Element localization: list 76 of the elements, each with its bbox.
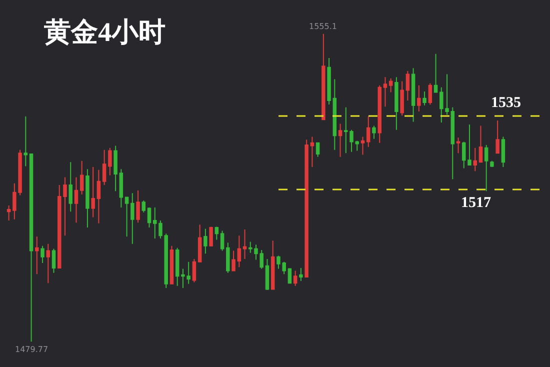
candlestick bbox=[332, 78, 337, 150]
candlestick bbox=[417, 84, 421, 112]
chart-title: 黄金4小时 bbox=[43, 16, 166, 47]
candlestick bbox=[142, 200, 146, 213]
candlestick bbox=[68, 162, 72, 212]
candlestick bbox=[468, 124, 472, 166]
candlestick bbox=[422, 90, 426, 106]
candlestick bbox=[270, 240, 275, 290]
candlestick bbox=[147, 206, 152, 228]
candlestick bbox=[428, 82, 432, 106]
candlestick bbox=[322, 33, 326, 120]
candlestick bbox=[288, 268, 292, 284]
candlestick bbox=[304, 139, 308, 278]
candlestick bbox=[237, 235, 242, 268]
candlestick bbox=[102, 149, 106, 186]
candlestick bbox=[400, 80, 404, 116]
candlestick bbox=[232, 250, 236, 272]
candlestick bbox=[484, 144, 488, 192]
candlestick bbox=[388, 78, 393, 93]
candlestick bbox=[192, 258, 196, 283]
candlestick bbox=[406, 70, 410, 101]
candlestick bbox=[29, 153, 34, 342]
candlestick bbox=[80, 160, 84, 195]
candlestick bbox=[310, 136, 314, 168]
candlestick bbox=[478, 125, 483, 163]
candlestick bbox=[52, 248, 56, 274]
candlestick bbox=[204, 228, 208, 254]
annotation: 1555.1 bbox=[309, 22, 337, 31]
candlestick bbox=[170, 245, 174, 284]
ref-line-label: 1517 bbox=[461, 195, 492, 211]
candlestick bbox=[226, 242, 230, 274]
candlestick bbox=[214, 226, 219, 240]
candlestick bbox=[242, 229, 247, 260]
candlestick bbox=[96, 169, 101, 224]
candlestick bbox=[74, 176, 78, 224]
candlestick bbox=[366, 116, 370, 148]
candlestick bbox=[119, 168, 124, 208]
candlestick bbox=[293, 270, 298, 286]
candlestick bbox=[35, 236, 39, 275]
candlestick bbox=[175, 247, 180, 286]
candlestick bbox=[383, 76, 388, 108]
candlestick bbox=[198, 224, 202, 262]
annotation: 1479.77 bbox=[15, 345, 48, 354]
candlestick bbox=[220, 230, 224, 252]
candlestick bbox=[40, 245, 44, 264]
candlestick bbox=[265, 258, 270, 291]
candlestick bbox=[434, 53, 438, 93]
candlestick bbox=[91, 166, 95, 218]
candlestick bbox=[450, 106, 455, 180]
candlestick bbox=[136, 190, 140, 224]
candlestick bbox=[46, 243, 50, 284]
candlestick bbox=[6, 204, 11, 222]
candlestick bbox=[360, 136, 365, 156]
candlestick bbox=[24, 116, 28, 167]
candlestick bbox=[124, 196, 129, 237]
candlestick bbox=[299, 267, 303, 282]
candlestick bbox=[394, 76, 398, 130]
candlestick bbox=[327, 57, 331, 106]
candlestick bbox=[411, 68, 416, 122]
candlestick bbox=[338, 123, 342, 158]
ref-line-label: 1535 bbox=[491, 95, 521, 111]
candlestick bbox=[490, 160, 494, 168]
candlestick bbox=[496, 120, 500, 154]
candlestick bbox=[462, 141, 466, 169]
candlestick bbox=[114, 145, 118, 192]
candlestick bbox=[378, 84, 382, 144]
candlestick bbox=[209, 226, 213, 246]
candlestick bbox=[355, 140, 359, 152]
candlestick bbox=[501, 136, 506, 168]
candlestick bbox=[456, 137, 460, 154]
candlestick bbox=[473, 147, 477, 172]
candlestick bbox=[108, 147, 112, 176]
candlestick bbox=[130, 192, 134, 244]
candlestick bbox=[372, 125, 376, 140]
candlestick bbox=[86, 168, 90, 228]
candlestick bbox=[316, 142, 320, 158]
